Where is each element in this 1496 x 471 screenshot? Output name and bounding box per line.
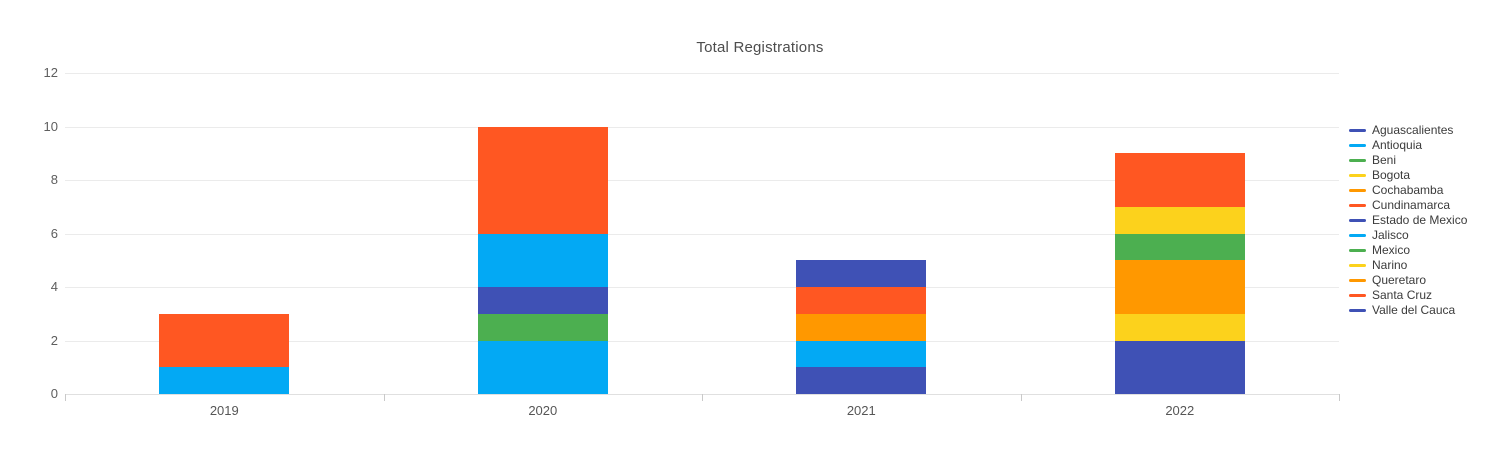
legend-swatch-icon bbox=[1349, 219, 1366, 222]
legend-item-cochabamba[interactable]: Cochabamba bbox=[1349, 183, 1467, 198]
x-axis-tick bbox=[1339, 394, 1340, 401]
legend-swatch-icon bbox=[1349, 309, 1366, 312]
legend-swatch-icon bbox=[1349, 159, 1366, 162]
legend-item-antioquia[interactable]: Antioquia bbox=[1349, 138, 1467, 153]
x-axis-label: 2021 bbox=[846, 403, 876, 418]
legend-label: Mexico bbox=[1372, 243, 1411, 257]
bar-segment-antioquia-2019[interactable] bbox=[159, 367, 290, 394]
legend-item-narino[interactable]: Narino bbox=[1349, 258, 1467, 273]
legend-label: Beni bbox=[1372, 153, 1397, 167]
bar-segment-valle-del-cauca-2021[interactable] bbox=[796, 260, 927, 287]
legend-swatch-icon bbox=[1349, 264, 1366, 267]
x-axis-label: 2020 bbox=[528, 403, 558, 418]
legend-swatch-icon bbox=[1349, 189, 1366, 192]
bar-segment-narino-2022[interactable] bbox=[1114, 206, 1245, 234]
legend-item-valle-del-cauca[interactable]: Valle del Cauca bbox=[1349, 303, 1467, 318]
legend-label: Cochabamba bbox=[1372, 183, 1444, 197]
legend-label: Antioquia bbox=[1372, 138, 1423, 152]
legend-swatch-icon bbox=[1349, 204, 1366, 207]
bar-segment-santa-cruz-2022[interactable] bbox=[1114, 153, 1245, 207]
bar-segment-jalisco-2021[interactable] bbox=[796, 340, 927, 368]
bar-segment-estado-de-mexico-2020[interactable] bbox=[477, 287, 608, 314]
legend-label: Estado de Mexico bbox=[1372, 213, 1468, 227]
y-axis-label: 4 bbox=[50, 279, 58, 294]
bar-segment-queretaro-2021[interactable] bbox=[796, 313, 927, 341]
bar-segment-antioquia-2020[interactable] bbox=[477, 340, 608, 394]
bar-segment-beni-2020[interactable] bbox=[477, 313, 608, 341]
bar-segment-mexico-2022[interactable] bbox=[1114, 233, 1245, 261]
legend-swatch-icon bbox=[1349, 234, 1366, 237]
gridline-y-6 bbox=[65, 233, 1339, 235]
legend-item-cundinamarca[interactable]: Cundinamarca bbox=[1349, 198, 1467, 213]
gridline-y-4 bbox=[65, 287, 1339, 288]
y-axis-label: 12 bbox=[43, 65, 58, 80]
bar-segment-aguascalientes-2022[interactable] bbox=[1114, 340, 1245, 394]
legend-item-aguascalientes[interactable]: Aguascalientes bbox=[1349, 123, 1467, 138]
x-axis-tick bbox=[702, 394, 703, 401]
x-axis-tick bbox=[1020, 394, 1022, 401]
y-axis-label: 0 bbox=[50, 386, 58, 401]
bar-segment-jalisco-2020[interactable] bbox=[477, 233, 608, 287]
bar-segment-cundinamarca-2019[interactable] bbox=[159, 313, 290, 368]
gridline-y-12 bbox=[65, 73, 1339, 74]
legend-label: Valle del Cauca bbox=[1372, 303, 1456, 317]
legend-label: Bogota bbox=[1372, 168, 1411, 182]
y-axis-label: 8 bbox=[50, 172, 58, 187]
legend-swatch-icon bbox=[1349, 249, 1366, 252]
legend-item-estado-de-mexico[interactable]: Estado de Mexico bbox=[1349, 213, 1467, 228]
gridline-y-10 bbox=[65, 126, 1339, 128]
bar-segment-cochabamba-2022[interactable] bbox=[1114, 260, 1245, 314]
x-axis-label: 2019 bbox=[209, 403, 239, 418]
legend-swatch-icon bbox=[1349, 294, 1366, 297]
bar-segment-santa-cruz-2021[interactable] bbox=[796, 287, 927, 314]
x-axis-tick bbox=[383, 394, 385, 401]
legend-item-beni[interactable]: Beni bbox=[1349, 153, 1467, 168]
chart-title: Total Registrations bbox=[696, 39, 824, 56]
bar-segment-aguascalientes-2021[interactable] bbox=[796, 367, 927, 394]
legend: Aguascalientes Antioquia Beni Bogota Cochaba… bbox=[1349, 123, 1467, 318]
legend-swatch-icon bbox=[1349, 144, 1366, 147]
x-axis-tick bbox=[65, 394, 66, 401]
legend-label: Aguascalientes bbox=[1372, 123, 1454, 137]
legend-item-bogota[interactable]: Bogota bbox=[1349, 168, 1467, 183]
x-axis-label: 2022 bbox=[1165, 403, 1195, 418]
legend-label: Queretaro bbox=[1372, 273, 1427, 287]
legend-swatch-icon bbox=[1349, 174, 1366, 177]
gridline-y-8 bbox=[65, 180, 1339, 181]
legend-label: Jalisco bbox=[1372, 228, 1409, 242]
legend-item-santa-cruz[interactable]: Santa Cruz bbox=[1349, 288, 1467, 303]
legend-item-mexico[interactable]: Mexico bbox=[1349, 243, 1467, 258]
bar-segment-santa-cruz-2020[interactable] bbox=[477, 126, 608, 234]
legend-item-jalisco[interactable]: Jalisco bbox=[1349, 228, 1467, 243]
y-axis-label: 10 bbox=[43, 118, 58, 134]
y-axis-label: 6 bbox=[50, 225, 58, 241]
bar-segment-bogota-2022[interactable] bbox=[1114, 313, 1245, 341]
legend-swatch-icon bbox=[1349, 129, 1366, 132]
y-axis-label: 2 bbox=[50, 332, 58, 348]
gridline-y-2 bbox=[65, 340, 1339, 342]
legend-label: Cundinamarca bbox=[1372, 198, 1451, 212]
legend-label: Santa Cruz bbox=[1372, 288, 1433, 302]
legend-swatch-icon bbox=[1349, 279, 1366, 282]
legend-item-queretaro[interactable]: Queretaro bbox=[1349, 273, 1467, 288]
legend-label: Narino bbox=[1372, 258, 1408, 272]
